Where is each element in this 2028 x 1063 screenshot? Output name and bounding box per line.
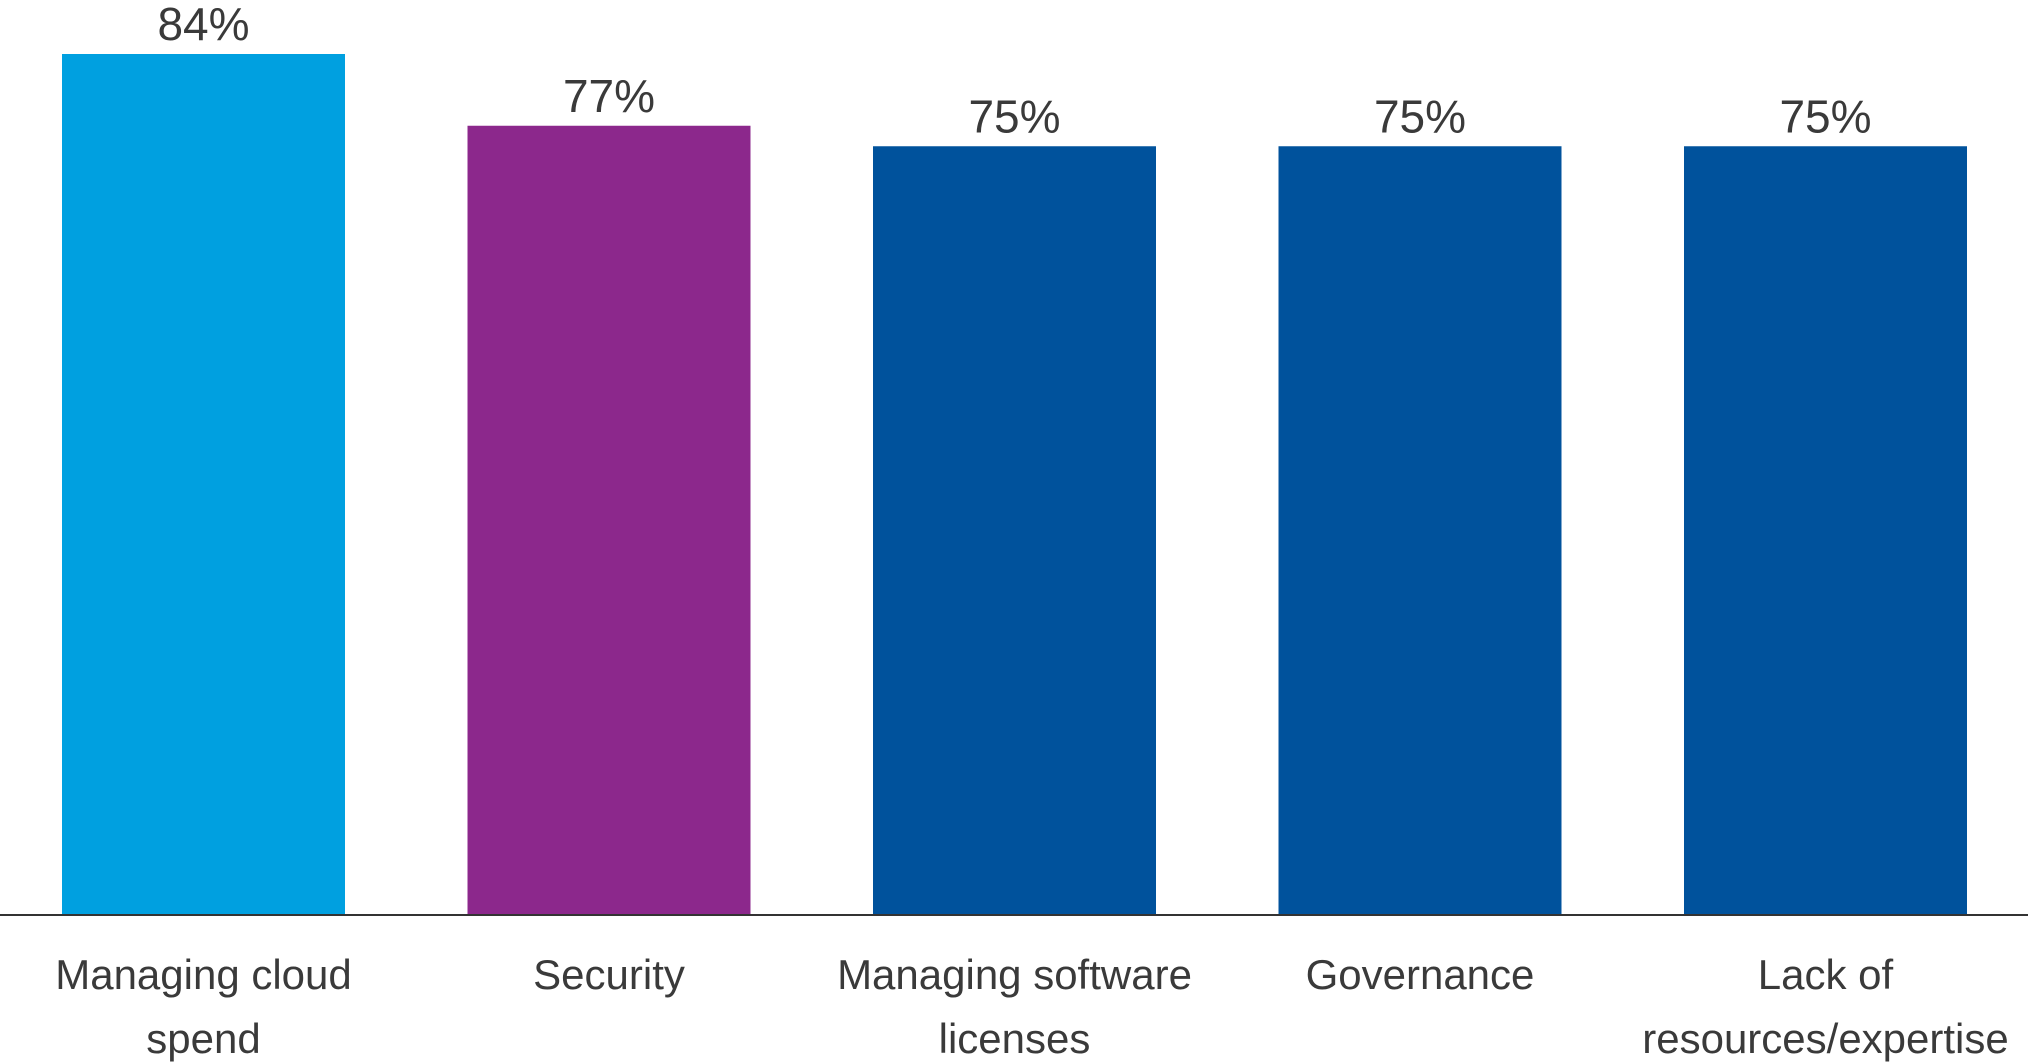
category-labels-layer: Managing cloud spend Security Managing soft… <box>55 951 2009 1062</box>
category-label-line: licenses <box>939 1015 1091 1062</box>
category-label-line: Managing cloud <box>55 951 352 998</box>
bar-4 <box>1278 146 1562 915</box>
category-label-line: resources/expertise <box>1642 1015 2009 1062</box>
bar-1 <box>62 54 345 915</box>
bar-value-label-2: 77% <box>563 70 655 122</box>
bars-layer <box>62 54 1967 915</box>
category-label-4: Governance <box>1306 951 1535 998</box>
category-label-2: Security <box>533 951 685 998</box>
bar-5 <box>1684 146 1967 915</box>
value-labels-layer: 84% 77% 75% 75% 75% <box>157 0 1871 142</box>
bar-value-label-5: 75% <box>1779 90 1871 142</box>
category-label-5: Lack of resources/expertise <box>1642 951 2009 1062</box>
bar-value-label-1: 84% <box>157 0 249 50</box>
category-label-line: Lack of <box>1758 951 1894 998</box>
category-label-1: Managing cloud spend <box>55 951 352 1062</box>
category-label-line: spend <box>146 1015 260 1062</box>
bar-value-label-3: 75% <box>968 90 1060 142</box>
bar-2 <box>467 125 751 915</box>
category-label-line: Security <box>533 951 685 998</box>
bar-3 <box>873 146 1156 915</box>
category-label-line: Governance <box>1306 951 1535 998</box>
bar-value-label-4: 75% <box>1374 90 1466 142</box>
category-label-3: Managing software licenses <box>837 951 1192 1062</box>
category-label-line: Managing software <box>837 951 1192 998</box>
